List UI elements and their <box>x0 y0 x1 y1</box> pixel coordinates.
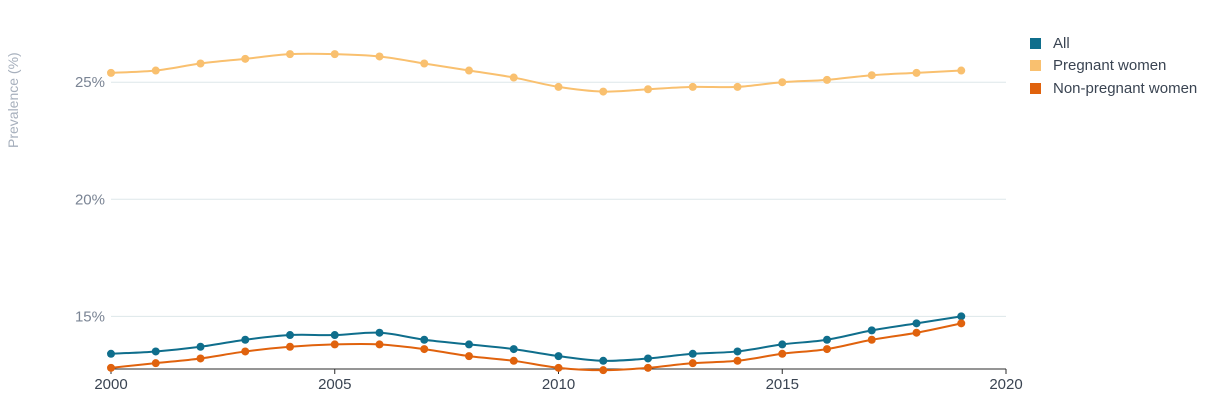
data-point-all[interactable] <box>599 356 608 365</box>
data-point-pregnant-women[interactable] <box>509 73 518 82</box>
x-tick-label: 2005 <box>318 376 351 393</box>
data-point-all[interactable] <box>375 328 384 337</box>
data-point-non-pregnant-women[interactable] <box>599 366 608 375</box>
data-point-non-pregnant-women[interactable] <box>644 363 652 372</box>
data-point-pregnant-women[interactable] <box>151 66 160 75</box>
data-point-non-pregnant-women[interactable] <box>196 354 205 363</box>
x-axis-ticks: 2000 2005 2010 2015 2020 <box>94 369 1023 393</box>
data-point-pregnant-women[interactable] <box>823 75 831 84</box>
series-pregnant-women <box>107 50 966 96</box>
data-point-all[interactable] <box>151 347 160 356</box>
data-point-all[interactable] <box>509 345 518 354</box>
data-point-non-pregnant-women[interactable] <box>733 356 742 365</box>
data-point-all[interactable] <box>823 335 831 344</box>
data-point-pregnant-women[interactable] <box>957 66 966 75</box>
x-tick-label: 2010 <box>542 376 575 393</box>
x-tick-label: 2000 <box>94 376 127 393</box>
data-point-pregnant-women[interactable] <box>867 71 876 80</box>
data-point-pregnant-women[interactable] <box>286 50 294 59</box>
data-point-non-pregnant-women[interactable] <box>420 345 429 354</box>
data-point-pregnant-women[interactable] <box>196 59 205 68</box>
series-line-non-pregnant-women <box>110 322 962 372</box>
data-point-all[interactable] <box>733 347 742 356</box>
series-line-all <box>110 315 962 362</box>
legend-item-pregnant-women[interactable]: Pregnant women <box>1030 55 1197 78</box>
legend-item-all[interactable]: All <box>1030 32 1197 55</box>
data-point-pregnant-women[interactable] <box>912 68 921 77</box>
series-non-pregnant-women <box>107 319 966 375</box>
data-point-pregnant-women[interactable] <box>778 78 787 87</box>
data-point-pregnant-women[interactable] <box>375 52 384 61</box>
data-point-all[interactable] <box>196 342 205 351</box>
y-tick-label: 20% <box>75 191 105 208</box>
gridlines <box>111 81 1006 317</box>
data-point-all[interactable] <box>644 354 652 363</box>
data-point-all[interactable] <box>241 335 250 344</box>
data-point-non-pregnant-women[interactable] <box>912 328 921 337</box>
data-point-pregnant-women[interactable] <box>644 85 652 94</box>
data-point-non-pregnant-women[interactable] <box>330 340 339 349</box>
data-point-non-pregnant-women[interactable] <box>286 342 294 351</box>
series-line-pregnant-women <box>110 52 962 93</box>
data-point-non-pregnant-women[interactable] <box>778 349 787 358</box>
data-point-pregnant-women[interactable] <box>420 59 429 68</box>
legend-label: Pregnant women <box>1053 57 1167 75</box>
data-point-non-pregnant-women[interactable] <box>957 319 966 328</box>
legend-swatch <box>1030 60 1041 72</box>
data-point-non-pregnant-women[interactable] <box>867 335 876 344</box>
data-point-all[interactable] <box>867 326 876 335</box>
data-point-all[interactable] <box>957 312 966 321</box>
data-point-all[interactable] <box>912 319 921 328</box>
data-point-all[interactable] <box>688 349 697 358</box>
data-point-all[interactable] <box>554 352 563 361</box>
data-point-all[interactable] <box>107 349 115 358</box>
legend-label: Non-pregnant women <box>1053 79 1198 97</box>
data-point-pregnant-women[interactable] <box>330 50 339 59</box>
y-axis-ticks: 15% 20% 25% <box>75 74 105 325</box>
data-point-all[interactable] <box>778 340 787 349</box>
series-lines <box>107 50 966 375</box>
data-point-non-pregnant-women[interactable] <box>375 340 384 349</box>
legend-swatch <box>1030 82 1041 94</box>
x-tick-label: 2020 <box>989 376 1022 393</box>
x-tick-label: 2015 <box>766 376 799 393</box>
data-point-pregnant-women[interactable] <box>241 54 250 63</box>
legend-label: All <box>1053 34 1070 52</box>
legend-item-non-pregnant-women[interactable]: Non-pregnant women <box>1030 77 1197 100</box>
y-axis-label: Prevalence (%) <box>5 52 21 148</box>
data-point-all[interactable] <box>330 331 339 340</box>
legend-swatch <box>1030 37 1041 49</box>
data-point-all[interactable] <box>465 340 473 349</box>
data-point-all[interactable] <box>286 331 294 340</box>
data-point-non-pregnant-women[interactable] <box>241 347 250 356</box>
legend: All Pregnant women Non-pregnant women <box>1030 32 1197 100</box>
data-point-pregnant-women[interactable] <box>554 82 563 91</box>
y-tick-label: 15% <box>75 308 105 325</box>
y-tick-label: 25% <box>75 74 105 91</box>
data-point-non-pregnant-women[interactable] <box>151 359 160 368</box>
data-point-pregnant-women[interactable] <box>733 82 742 91</box>
data-point-pregnant-women[interactable] <box>599 87 608 96</box>
data-point-non-pregnant-women[interactable] <box>554 363 563 372</box>
data-point-pregnant-women[interactable] <box>107 68 115 77</box>
data-point-non-pregnant-women[interactable] <box>509 356 518 365</box>
data-point-non-pregnant-women[interactable] <box>107 363 115 372</box>
series-all <box>107 312 966 365</box>
data-point-all[interactable] <box>420 335 429 344</box>
data-point-non-pregnant-women[interactable] <box>823 345 831 354</box>
data-point-non-pregnant-women[interactable] <box>688 359 697 368</box>
data-point-pregnant-women[interactable] <box>688 82 697 91</box>
data-point-non-pregnant-women[interactable] <box>465 352 473 361</box>
data-point-pregnant-women[interactable] <box>465 66 473 75</box>
